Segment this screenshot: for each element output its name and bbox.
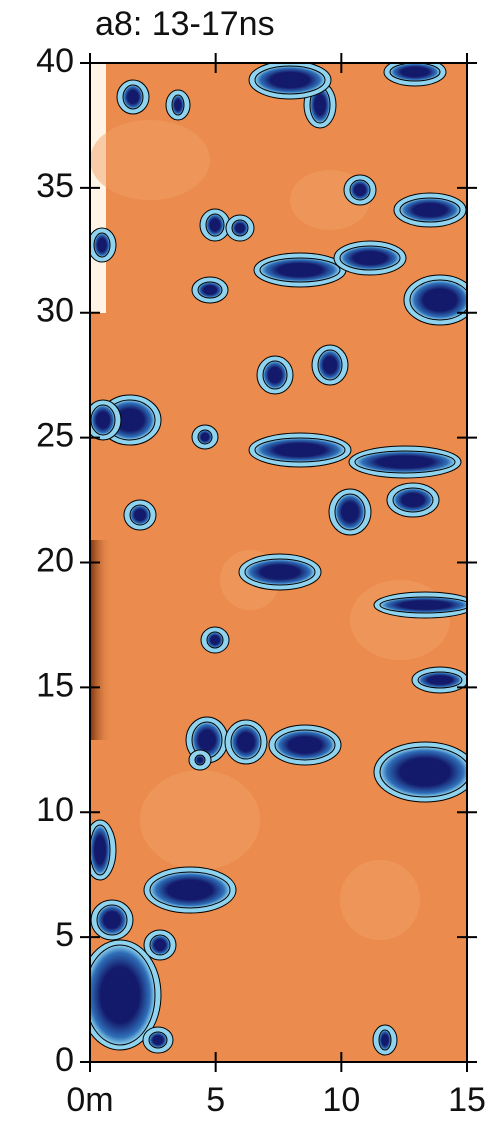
texture [140, 770, 260, 870]
anomaly [122, 84, 144, 110]
y-tick-label: 0 [55, 1041, 74, 1079]
anomaly [149, 871, 231, 909]
anomaly [389, 63, 441, 82]
anomaly [171, 94, 185, 116]
anomaly [379, 746, 467, 798]
anomaly [148, 1031, 168, 1049]
y-tick-label: 10 [36, 791, 74, 829]
anomaly [392, 487, 434, 513]
anomaly [96, 904, 128, 936]
anomaly [254, 437, 346, 463]
anomaly [378, 1029, 392, 1051]
anomaly [206, 631, 224, 649]
anomaly [399, 197, 461, 223]
anomaly [379, 596, 467, 614]
anomaly [129, 504, 151, 526]
anomaly [262, 360, 288, 390]
y-tick-label: 15 [36, 666, 74, 704]
anomaly [339, 245, 401, 271]
anomaly [90, 404, 116, 436]
anomaly [259, 257, 341, 283]
anomaly [149, 934, 171, 956]
anomaly [254, 65, 326, 95]
anomaly [334, 493, 366, 531]
anomaly [197, 429, 213, 445]
anomaly [194, 754, 206, 766]
y-tick-label: 35 [36, 167, 74, 205]
texture [340, 860, 420, 940]
anomaly [274, 729, 336, 761]
texture [90, 120, 210, 200]
anomaly [417, 671, 463, 689]
anomaly [90, 944, 156, 1046]
plot-area [90, 63, 467, 1062]
x-tick-label: 10 [322, 1081, 360, 1119]
anomaly [354, 450, 456, 474]
anomaly [197, 281, 223, 299]
anomaly [349, 179, 371, 201]
x-tick-label: 5 [206, 1081, 225, 1119]
anomaly [317, 349, 343, 381]
anomaly [244, 558, 316, 586]
y-tick-label: 20 [36, 541, 74, 579]
y-tick-label: 40 [36, 42, 74, 80]
x-tick-label: 15 [448, 1081, 486, 1119]
anomaly [231, 219, 249, 237]
anomaly [93, 232, 111, 258]
dark-stripe [90, 540, 112, 740]
y-tick-label: 30 [36, 292, 74, 330]
anomaly [205, 213, 225, 237]
anomaly [230, 724, 262, 760]
y-tick-label: 25 [36, 417, 74, 455]
x-tick-label: 0m [66, 1081, 113, 1119]
y-tick-label: 5 [55, 916, 74, 954]
chart-title: a8: 13-17ns [95, 5, 275, 43]
anomaly [409, 279, 467, 321]
anomaly [90, 824, 111, 876]
